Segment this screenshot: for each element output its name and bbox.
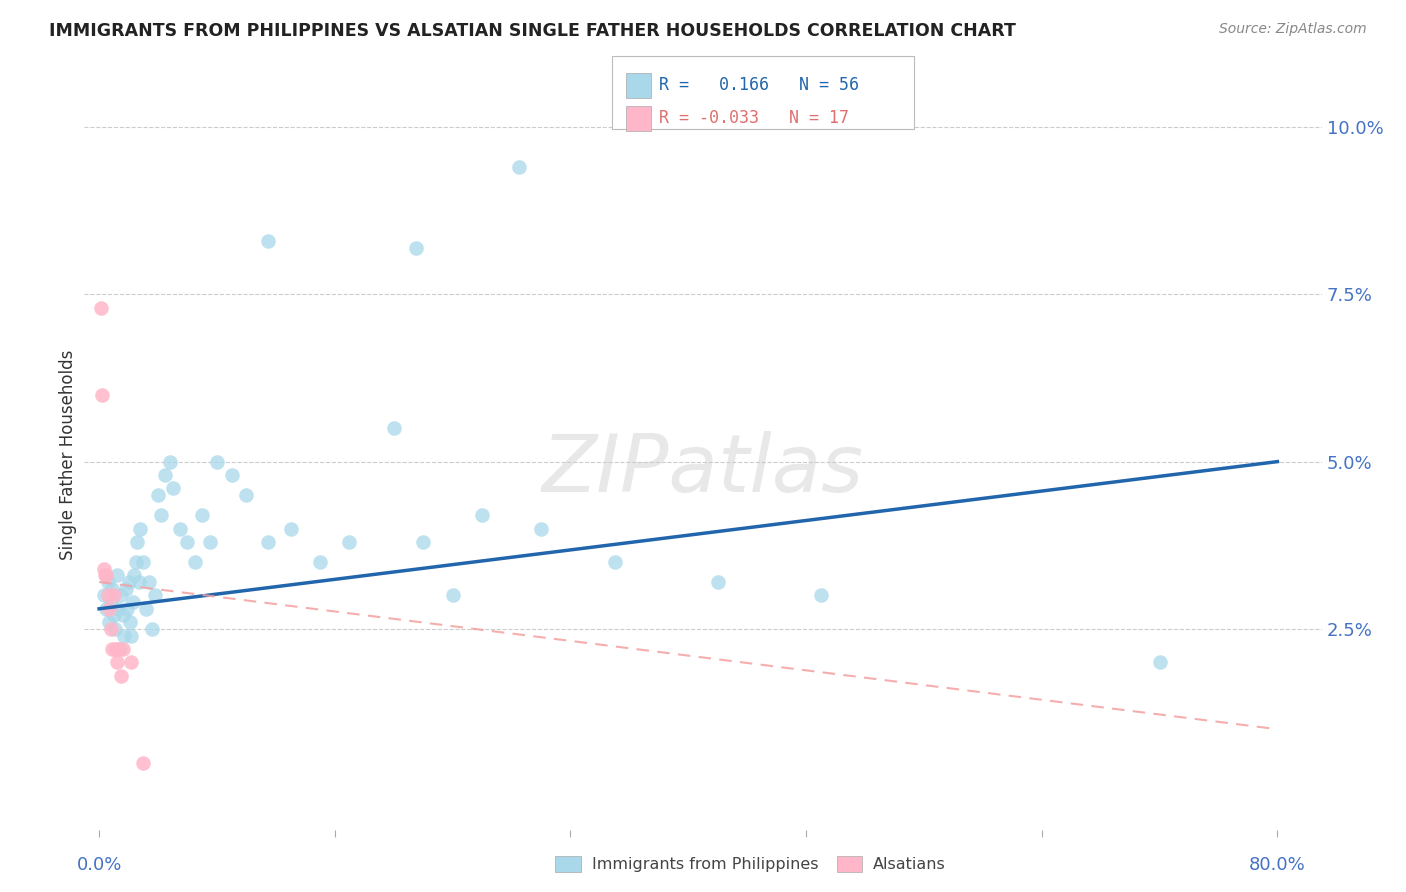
Point (110, 669, 132, 683)
Point (94, 568, 117, 582)
Point (198, 534, 221, 549)
Point (97, 589, 120, 603)
Text: R =   0.166   N = 56: R = 0.166 N = 56 (659, 77, 859, 95)
Point (121, 628, 143, 642)
Point (530, 521, 553, 535)
Point (159, 455, 181, 469)
Point (1149, 655, 1171, 669)
Point (93, 589, 115, 603)
Point (146, 488, 169, 502)
Point (128, 574, 150, 589)
Text: Immigrants from Philippines: Immigrants from Philippines (592, 857, 818, 871)
Point (105, 568, 128, 582)
Point (132, 756, 155, 770)
Point (97, 574, 120, 589)
Point (110, 589, 132, 603)
Point (141, 622, 163, 636)
Point (508, 160, 530, 174)
Point (309, 555, 332, 569)
Point (155, 467, 177, 482)
Point (117, 574, 139, 589)
Point (98, 615, 121, 630)
Point (706, 574, 728, 589)
Point (122, 595, 145, 609)
Point (96, 568, 118, 582)
Point (100, 595, 122, 609)
Text: R = -0.033   N = 17: R = -0.033 N = 17 (659, 110, 849, 128)
Point (382, 421, 405, 435)
Point (104, 622, 127, 636)
Point (107, 602, 129, 616)
Point (191, 508, 214, 523)
Point (112, 628, 135, 642)
Y-axis label: Single Father Households: Single Father Households (59, 350, 77, 560)
Point (184, 555, 207, 569)
Point (108, 642, 131, 657)
Point (143, 589, 166, 603)
Point (135, 602, 157, 616)
Point (138, 574, 160, 589)
Text: IMMIGRANTS FROM PHILIPPINES VS ALSATIAN SINGLE FATHER HOUSEHOLDS CORRELATION CHA: IMMIGRANTS FROM PHILIPPINES VS ALSATIAN … (49, 22, 1017, 40)
Text: 80.0%: 80.0% (1249, 856, 1306, 874)
Point (162, 482, 184, 496)
Point (169, 521, 191, 535)
Point (132, 555, 155, 569)
Point (114, 582, 136, 596)
Point (98, 602, 121, 616)
Point (339, 534, 361, 549)
Point (111, 642, 134, 657)
Point (105, 655, 128, 669)
Point (96, 602, 118, 616)
Point (149, 508, 172, 523)
Point (127, 534, 149, 549)
Point (124, 568, 146, 582)
Point (176, 534, 198, 549)
Point (412, 534, 434, 549)
Point (125, 555, 148, 569)
Text: ZIPatlas: ZIPatlas (541, 431, 865, 509)
Point (810, 589, 832, 603)
Point (91, 387, 114, 401)
Point (101, 642, 124, 657)
Point (205, 455, 228, 469)
Point (103, 589, 125, 603)
Point (471, 508, 494, 523)
Point (90, 301, 112, 315)
Point (93, 562, 115, 576)
Point (441, 589, 464, 603)
Point (121, 655, 143, 669)
Point (107, 642, 129, 657)
Point (129, 521, 152, 535)
Point (101, 582, 124, 596)
Point (257, 534, 280, 549)
Point (405, 240, 427, 255)
Point (111, 608, 134, 623)
Text: 0.0%: 0.0% (76, 856, 122, 874)
Point (100, 622, 122, 636)
Text: Source: ZipAtlas.com: Source: ZipAtlas.com (1219, 22, 1367, 37)
Text: Alsatians: Alsatians (873, 857, 946, 871)
Point (115, 602, 138, 616)
Point (104, 642, 127, 657)
Point (235, 488, 257, 502)
Point (221, 467, 243, 482)
Point (118, 615, 141, 630)
Point (257, 234, 280, 248)
Point (103, 608, 125, 623)
Point (603, 555, 626, 569)
Point (280, 521, 302, 535)
